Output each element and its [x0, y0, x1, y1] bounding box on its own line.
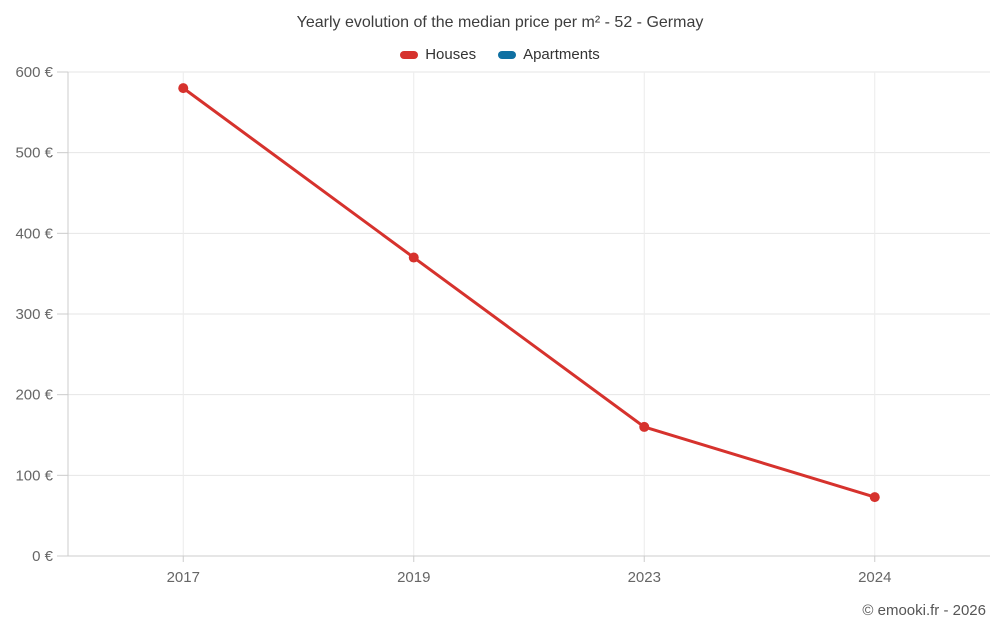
data-point-houses[interactable] — [639, 421, 650, 432]
x-axis-label: 2017 — [167, 569, 200, 586]
legend-item-houses[interactable]: Houses — [400, 46, 476, 63]
series-line-houses — [181, 86, 877, 499]
emooki-credit-link[interactable]: © emooki.fr - 2026 — [862, 602, 986, 619]
apartments-legend-swatch — [498, 50, 517, 59]
houses-legend-swatch — [400, 50, 419, 59]
legend-item-apartments[interactable]: Apartments — [498, 46, 600, 63]
y-axis-label: 600 € — [15, 64, 53, 81]
data-point-houses[interactable] — [408, 252, 419, 263]
x-axis-label: 2023 — [628, 569, 661, 586]
legend: Houses Apartments — [0, 46, 1000, 63]
chart-title: Yearly evolution of the median price per… — [296, 14, 704, 31]
apartments-legend-label: Apartments — [523, 46, 600, 63]
y-axis-label: 100 € — [15, 467, 53, 484]
y-axis-label: 500 € — [15, 145, 53, 162]
data-point-houses[interactable] — [178, 83, 189, 94]
y-axis-label: 0 € — [32, 548, 54, 565]
houses-legend-label: Houses — [425, 46, 477, 63]
y-axis-label: 200 € — [15, 387, 53, 404]
x-axis-label: 2019 — [397, 569, 430, 586]
y-axis-label: 400 € — [15, 225, 53, 242]
y-axis-label: 300 € — [15, 306, 53, 323]
x-axis-label: 2024 — [858, 569, 891, 586]
data-point-houses[interactable] — [869, 492, 880, 503]
